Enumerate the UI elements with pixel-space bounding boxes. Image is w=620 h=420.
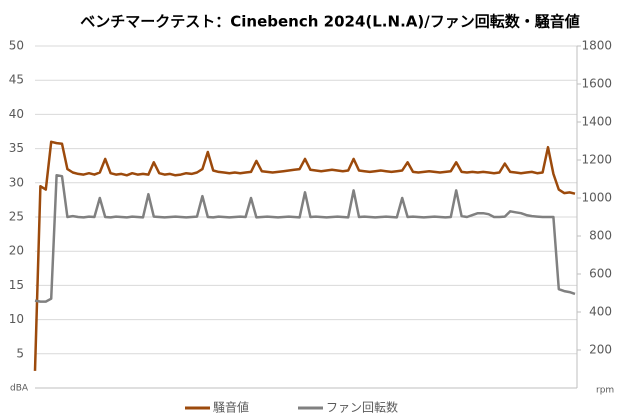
legend-label: 騒音値 <box>213 400 249 415</box>
chart-title: ベンチマークテスト：Cinebench 2024(L.N.A)/ファン回転数・騒… <box>80 13 579 31</box>
y2-tick-label: 1400 <box>581 115 612 129</box>
series-line <box>33 140 576 371</box>
y2-tick-label: 1600 <box>581 77 612 91</box>
y2-unit: rpm <box>596 386 614 396</box>
y-tick-label: 50 <box>9 39 24 53</box>
y-tick-label: 10 <box>9 312 24 326</box>
y-tick-label: 25 <box>9 210 24 224</box>
y2-tick-label: 1200 <box>581 153 612 167</box>
y-tick-label: 40 <box>9 107 24 121</box>
series-line <box>34 173 576 303</box>
y-unit: dBA <box>10 384 29 394</box>
y-tick-label: 30 <box>9 175 24 189</box>
y2-tick-label: 400 <box>589 305 612 319</box>
y2-tick-label: 200 <box>589 343 612 357</box>
y2-tick-label: 1800 <box>581 39 612 53</box>
y-tick-label: 45 <box>9 73 24 87</box>
y2-tick-label: 800 <box>589 229 612 243</box>
y2-tick-label: 600 <box>589 267 612 281</box>
y-tick-label: 5 <box>16 346 24 360</box>
y2-tick-label: 1000 <box>581 191 612 205</box>
legend-label: ファン回転数 <box>326 400 398 415</box>
y-tick-label: 15 <box>9 278 24 292</box>
y-tick-label: 20 <box>9 244 24 258</box>
y-tick-label: 35 <box>9 141 24 155</box>
